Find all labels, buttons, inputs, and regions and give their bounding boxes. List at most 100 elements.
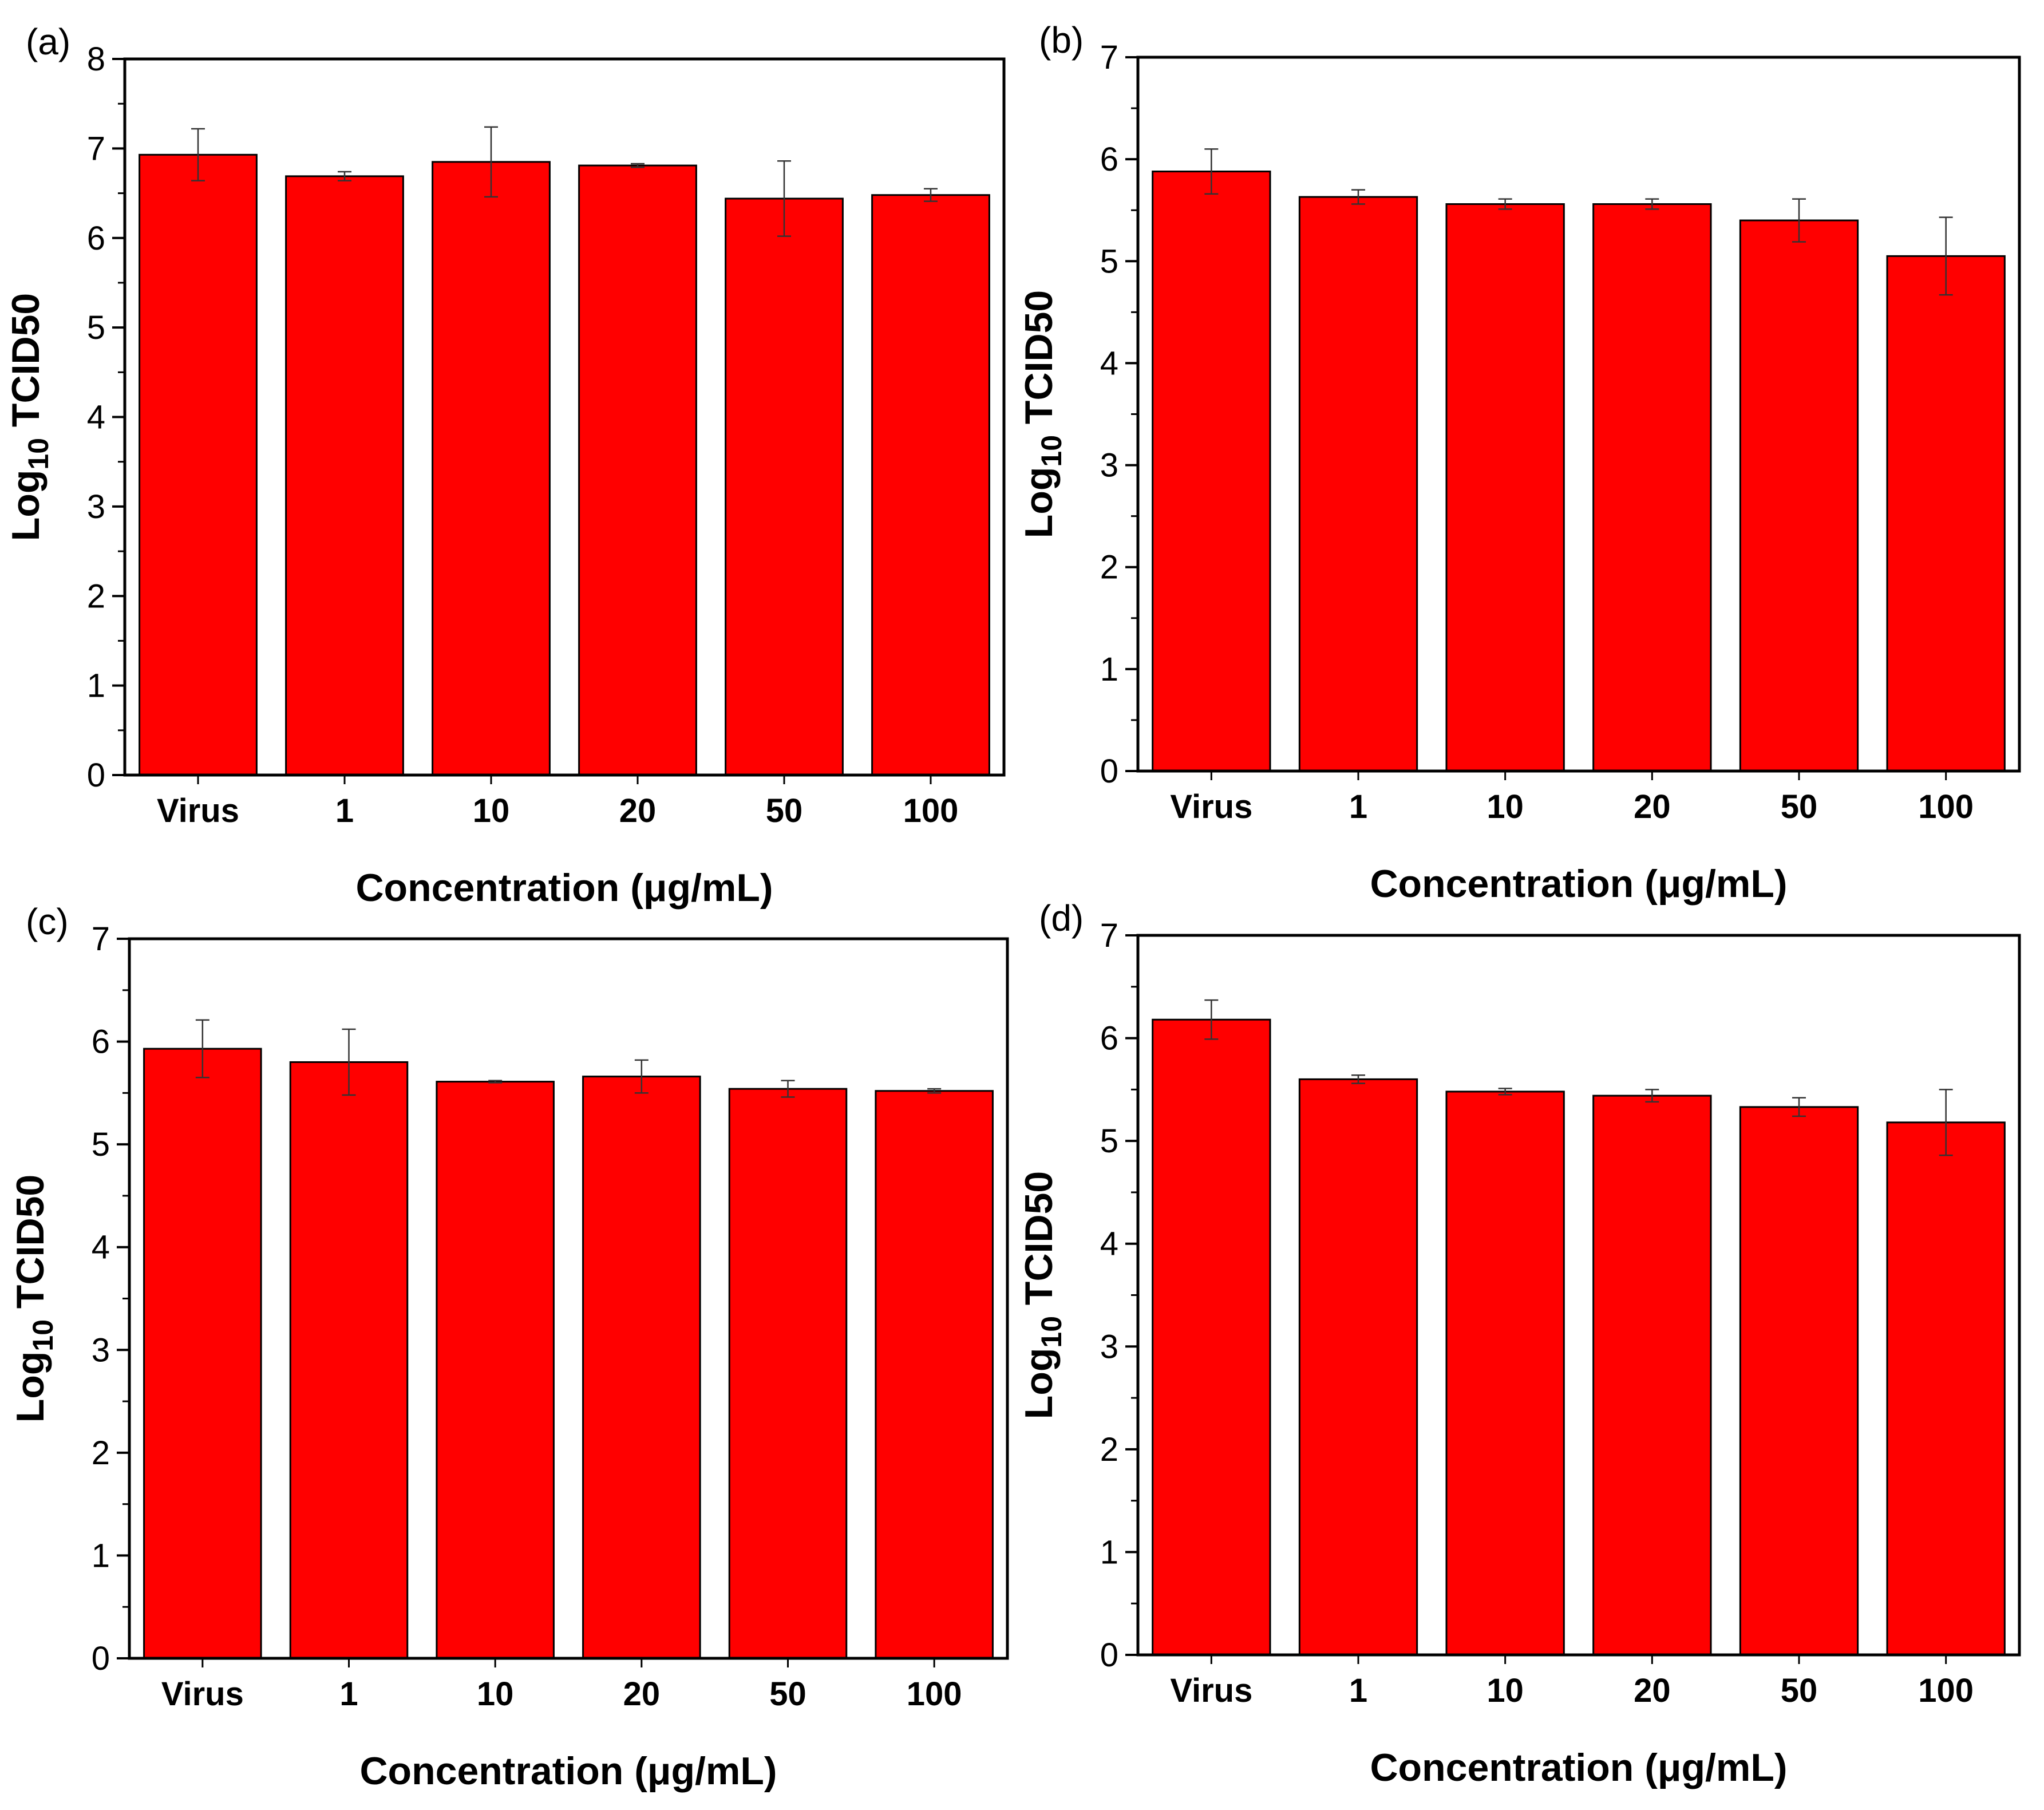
y-tick-label: 0 bbox=[1100, 1637, 1118, 1674]
y-tick-label: 3 bbox=[92, 1331, 110, 1369]
y-tick-label: 1 bbox=[1100, 651, 1118, 688]
y-tick-label: 7 bbox=[1100, 39, 1118, 76]
bar bbox=[1739, 1106, 1859, 1656]
y-tick-label: 2 bbox=[87, 578, 105, 615]
bar bbox=[1152, 1018, 1271, 1656]
x-tick-label: Virus bbox=[1170, 788, 1252, 825]
x-tick-label: 20 bbox=[619, 792, 657, 829]
x-tick-label: 10 bbox=[1486, 1672, 1524, 1709]
bar bbox=[1592, 1094, 1712, 1656]
x-tick-label: Virus bbox=[157, 792, 239, 829]
x-tick-label: 1 bbox=[1349, 1672, 1367, 1709]
x-axis-title: Concentration (μg/mL) bbox=[359, 1749, 777, 1793]
bar bbox=[1445, 1090, 1565, 1656]
bar bbox=[1886, 255, 2006, 772]
panel-label: (c) bbox=[26, 901, 69, 942]
y-axis-title-sub: 10 bbox=[27, 1319, 59, 1351]
x-tick-label: 100 bbox=[903, 792, 959, 829]
bar bbox=[432, 161, 551, 776]
y-tick-label: 4 bbox=[92, 1229, 110, 1266]
y-axis-title-rest: TCID50 bbox=[9, 1175, 52, 1319]
y-tick-label: 3 bbox=[1100, 1328, 1118, 1365]
y-tick-label: 6 bbox=[1100, 141, 1118, 178]
y-axis-title-sub: 10 bbox=[1035, 435, 1068, 467]
bar bbox=[578, 164, 697, 776]
y-tick-label: 7 bbox=[1100, 917, 1118, 954]
x-tick-label: Virus bbox=[1170, 1672, 1252, 1709]
y-tick-label: 6 bbox=[87, 220, 105, 257]
bar bbox=[436, 1081, 555, 1659]
y-tick-label: 3 bbox=[87, 488, 105, 525]
x-tick-label: 50 bbox=[1781, 1672, 1818, 1709]
x-tick-label: Virus bbox=[161, 1675, 244, 1713]
bar bbox=[1592, 203, 1712, 772]
x-tick-label: 100 bbox=[1918, 1672, 1974, 1709]
y-tick-label: 4 bbox=[1100, 1226, 1118, 1263]
x-tick-label: 10 bbox=[477, 1675, 514, 1713]
bar bbox=[1886, 1121, 2006, 1656]
y-tick-label: 2 bbox=[1100, 549, 1118, 586]
x-tick-label: 50 bbox=[766, 792, 803, 829]
panel-label: (d) bbox=[1039, 898, 1084, 939]
y-tick-label: 7 bbox=[92, 920, 110, 958]
x-tick-label: 50 bbox=[1781, 788, 1818, 825]
y-axis-title-main: Log bbox=[1017, 1348, 1061, 1420]
y-tick-label: 3 bbox=[1100, 447, 1118, 484]
x-tick-label: 20 bbox=[623, 1675, 661, 1713]
y-tick-label: 8 bbox=[87, 41, 105, 78]
bar bbox=[139, 153, 258, 776]
y-axis-title-main: Log bbox=[9, 1351, 52, 1423]
x-tick-label: 20 bbox=[1634, 1672, 1671, 1709]
y-tick-label: 1 bbox=[92, 1537, 110, 1574]
chart-panel-b: (b) Virus 1 10 20 50 100 0 1 2 3 4 5 6 7 Concentration … bbox=[1017, 19, 2021, 906]
bar bbox=[143, 1048, 262, 1659]
y-axis-title: Log10 TCID50 bbox=[1017, 1171, 1068, 1419]
y-tick-label: 0 bbox=[92, 1640, 110, 1677]
y-tick-label: 0 bbox=[1100, 753, 1118, 790]
bar bbox=[289, 1061, 409, 1659]
y-axis-title-main: Log bbox=[4, 470, 48, 542]
bar bbox=[875, 1090, 994, 1659]
bar bbox=[1298, 196, 1418, 772]
y-axis-title: Log10 TCID50 bbox=[1017, 290, 1068, 538]
y-tick-label: 4 bbox=[1100, 345, 1118, 382]
bar bbox=[1152, 171, 1271, 772]
x-tick-label: 100 bbox=[1918, 788, 1974, 825]
x-tick-label: 20 bbox=[1634, 788, 1671, 825]
y-tick-label: 2 bbox=[1100, 1431, 1118, 1468]
bar bbox=[285, 175, 404, 776]
y-tick-label: 0 bbox=[87, 757, 105, 794]
y-tick-label: 4 bbox=[87, 399, 105, 436]
chart-panel-a: (a) Virus 1 10 20 50 100 0 1 2 3 4 5 6 7 8 Concentration… bbox=[4, 21, 1006, 910]
y-tick-label: 5 bbox=[1100, 1123, 1118, 1160]
y-axis-title: Log10 TCID50 bbox=[4, 293, 54, 541]
bar bbox=[1445, 203, 1565, 772]
x-axis-title: Concentration (μg/mL) bbox=[1370, 1746, 1787, 1789]
y-tick-label: 6 bbox=[92, 1023, 110, 1061]
bar bbox=[582, 1076, 701, 1659]
x-tick-label: 50 bbox=[769, 1675, 806, 1713]
bar bbox=[871, 194, 990, 776]
panel-label: (a) bbox=[26, 21, 70, 62]
x-axis-title: Concentration (μg/mL) bbox=[355, 866, 773, 910]
y-axis-title-main: Log bbox=[1017, 467, 1061, 539]
y-tick-label: 1 bbox=[87, 667, 105, 705]
y-tick-label: 5 bbox=[87, 309, 105, 346]
y-axis-title-rest: TCID50 bbox=[1017, 1171, 1061, 1316]
bar bbox=[1298, 1078, 1418, 1656]
x-tick-label: 1 bbox=[335, 792, 354, 829]
bar bbox=[728, 1088, 848, 1659]
y-axis-title-rest: TCID50 bbox=[1017, 290, 1061, 435]
x-tick-label: 10 bbox=[1486, 788, 1524, 825]
x-axis-title: Concentration (μg/mL) bbox=[1370, 862, 1787, 906]
chart-panel-d: (d) Virus 1 10 20 50 100 0 1 2 3 4 5 6 7 Concentration … bbox=[1017, 898, 2021, 1789]
y-tick-label: 7 bbox=[87, 130, 105, 167]
panel-label: (b) bbox=[1039, 19, 1084, 61]
x-tick-label: 1 bbox=[339, 1675, 358, 1713]
y-axis-title-sub: 10 bbox=[1035, 1316, 1068, 1348]
x-tick-label: 10 bbox=[473, 792, 510, 829]
y-axis-title: Log10 TCID50 bbox=[9, 1175, 59, 1422]
y-tick-label: 2 bbox=[92, 1434, 110, 1472]
chart-panel-c: (c) Virus 1 10 20 50 100 0 1 2 3 4 5 6 7 Concentration … bbox=[9, 901, 1009, 1793]
